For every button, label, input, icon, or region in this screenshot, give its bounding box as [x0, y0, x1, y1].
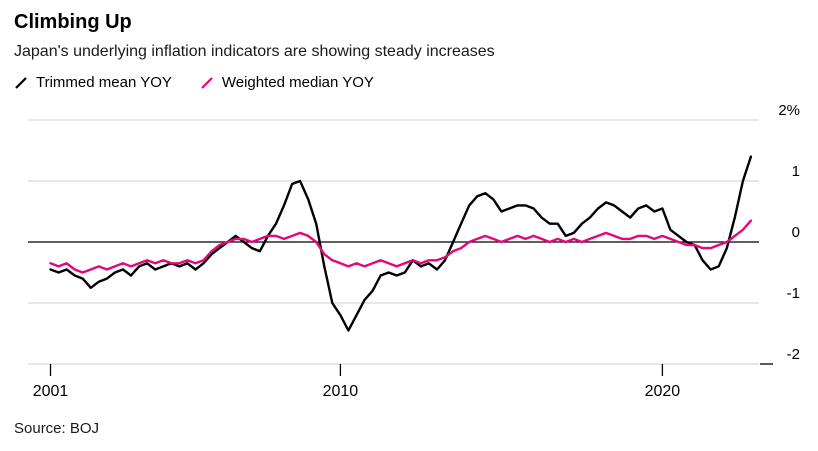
y-axis-label: -2	[787, 346, 800, 363]
legend-label-weighted-median: Weighted median YOY	[221, 74, 374, 92]
chart: 2% 1 0 -1 -2 2001 2010 2020	[28, 102, 800, 400]
legend-label-trimmed-mean: Trimmed mean YOY	[36, 74, 172, 92]
chart-subtitle: Japan's underlying inflation indicators …	[14, 43, 495, 60]
series-line-trimmed-mean	[49, 155, 753, 332]
x-axis-label: 2020	[645, 383, 681, 400]
legend-item-weighted-median: Weighted median YOY	[200, 74, 374, 91]
legend-item-trimmed-mean: Trimmed mean YOY	[14, 74, 172, 91]
series-line-weighted-median	[49, 219, 753, 274]
trimmed-mean-line-swatch-icon	[15, 77, 27, 89]
y-axis-label: 1	[792, 163, 800, 180]
y-axis-label: 2%	[778, 102, 800, 119]
x-axis-label: 2010	[323, 383, 359, 400]
x-axis-label: 2001	[33, 383, 69, 400]
source-note: Source: BOJ	[14, 419, 100, 437]
y-axis-label: 0	[792, 224, 800, 241]
chart-title: Climbing Up	[14, 11, 132, 33]
weighted-median-line-swatch-icon	[201, 77, 213, 89]
y-axis-label: -1	[787, 285, 800, 302]
legend: Trimmed mean YOY Weighted median YOY	[14, 73, 804, 93]
